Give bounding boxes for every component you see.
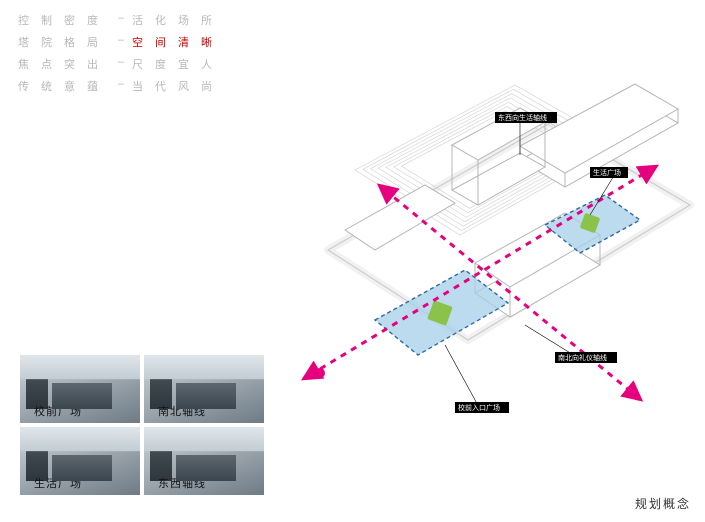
thumb-1: 校前广场 xyxy=(20,355,140,423)
thumbnail-grid: 校前广场 南北轴线 生活广场 东西轴线 xyxy=(20,355,264,495)
cg-r2-l: 塔院格局 xyxy=(18,34,110,50)
svg-text:东西向生活轴线: 东西向生活轴线 xyxy=(498,113,547,122)
cg-r1-r: 活化场所 xyxy=(132,12,224,28)
cg-dash-1: – xyxy=(114,12,128,28)
cg-r3-l: 焦点突出 xyxy=(18,56,110,72)
thumb-2: 南北轴线 xyxy=(144,355,264,423)
svg-text:生活广场: 生活广场 xyxy=(593,168,621,177)
page-caption: 规划概念 xyxy=(635,495,691,512)
cg-dash-3: – xyxy=(114,56,128,72)
svg-text:南北向礼仪轴线: 南北向礼仪轴线 xyxy=(558,353,607,362)
concept-grid: 控制密度 – 活化场所 塔院格局 – 空间清晰 焦点突出 – 尺度宜人 传统意蕴… xyxy=(18,12,224,94)
cg-r2-r: 空间清晰 xyxy=(132,34,224,50)
cg-dash-2: – xyxy=(114,34,128,50)
svg-text:校前入口广场: 校前入口广场 xyxy=(458,403,500,412)
thumb-2-label: 南北轴线 xyxy=(158,403,206,419)
thumb-3-label: 生活广场 xyxy=(34,475,82,491)
thumb-1-label: 校前广场 xyxy=(34,403,82,419)
cg-r3-r: 尺度宜人 xyxy=(132,56,224,72)
cg-r4-r: 当代风尚 xyxy=(132,78,224,94)
site-diagram: 东西向生活轴线生活广场南北向礼仪轴线校前入口广场 xyxy=(290,75,705,455)
cg-r4-l: 传统意蕴 xyxy=(18,78,110,94)
cg-r1-l: 控制密度 xyxy=(18,12,110,28)
thumb-4: 东西轴线 xyxy=(144,427,264,495)
cg-dash-4: – xyxy=(114,78,128,94)
thumb-3: 生活广场 xyxy=(20,427,140,495)
thumb-4-label: 东西轴线 xyxy=(158,475,206,491)
